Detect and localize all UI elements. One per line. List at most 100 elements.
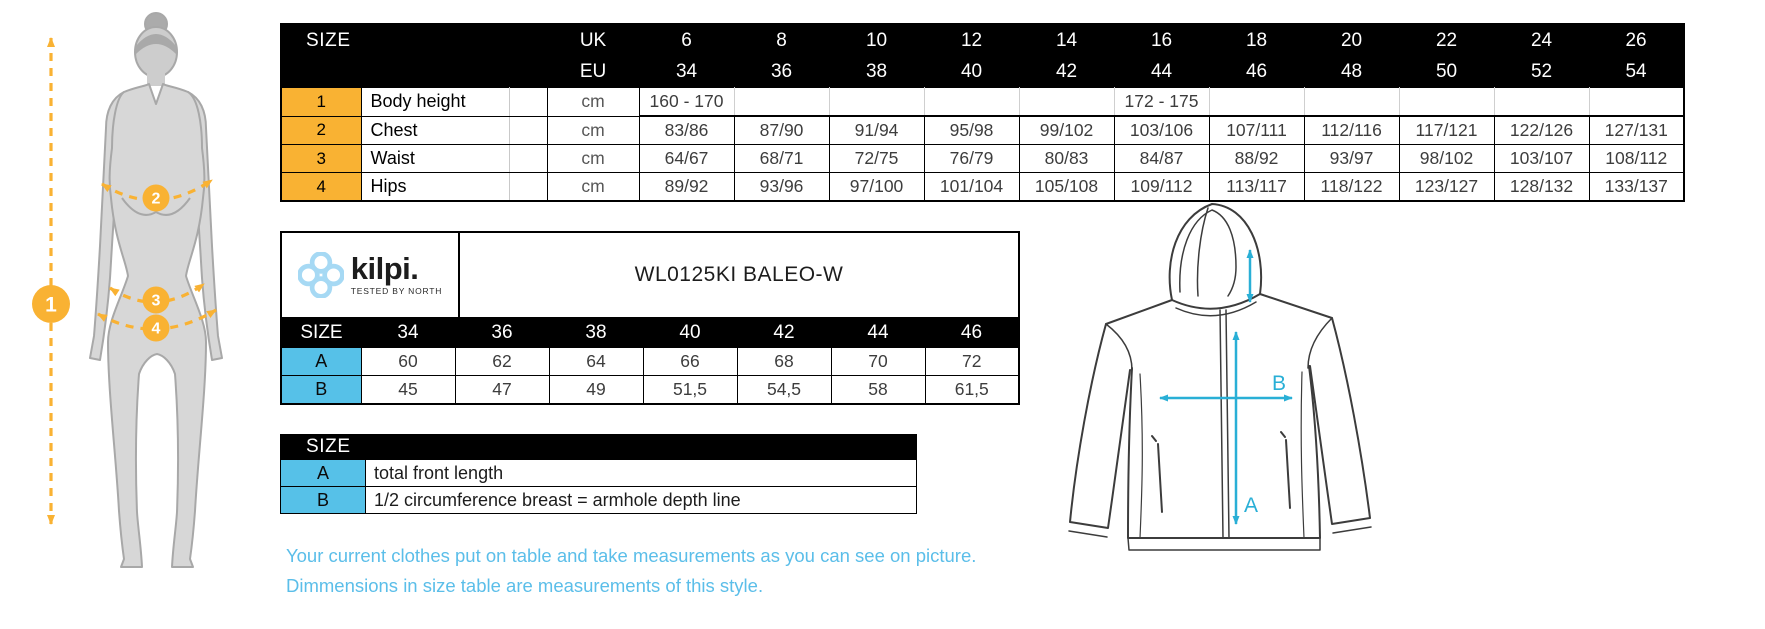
row-number: 4: [280, 172, 362, 202]
measurement-markers: 1 2 3 4: [32, 184, 170, 342]
value-cell: 123/127: [1398, 172, 1495, 202]
label-b: B: [1272, 372, 1286, 395]
value-cell: 97/100: [828, 172, 925, 202]
hood-opening: [1179, 209, 1237, 297]
row-label: Waist: [360, 144, 510, 173]
value-cell: 105/108: [1018, 172, 1115, 202]
legend-row-a: A total front length: [280, 460, 917, 487]
value-cell: 91/94: [828, 115, 925, 145]
value-cell: 172 - 175: [1113, 87, 1210, 117]
value-cell: 58: [830, 375, 926, 405]
marker-circle-4: [142, 314, 170, 342]
row-number: 2: [280, 115, 362, 145]
value-cell: 88/92: [1208, 144, 1305, 173]
body-measurement-figure: 1 2 3 4: [32, 12, 223, 568]
value-cell: [828, 87, 925, 117]
left-shoulder: [1105, 299, 1173, 325]
value-cell: 64/67: [638, 144, 735, 173]
size-header: 36: [455, 318, 549, 348]
left-pocket-zip: [1151, 435, 1163, 513]
uk-label: UK: [547, 24, 640, 56]
row-label: Hips: [360, 172, 510, 202]
label-a: A: [1244, 494, 1258, 517]
note-line-1: Your current clothes put on table and ta…: [286, 545, 977, 566]
uk-header-row: SIZE UK 6 8 10 12 14 16 18 20 22 24 26: [281, 24, 1685, 56]
value-cell: 98/102: [1398, 144, 1495, 173]
value-cell: 49: [548, 375, 644, 405]
value-cell: 112/116: [1303, 115, 1400, 145]
value-cell: 72/75: [828, 144, 925, 173]
uk-size: 14: [1019, 24, 1115, 56]
left-cuff: [1068, 530, 1108, 538]
brand-logo: kilpi. Tested by North: [282, 233, 460, 317]
legend-description: total front length: [374, 462, 504, 483]
size-header: 38: [549, 318, 643, 348]
value-cell: 84/87: [1113, 144, 1210, 173]
value-cell: 45: [360, 375, 456, 405]
legend-key: A: [281, 460, 366, 486]
bust-contour: [121, 197, 191, 216]
marker-circle-1: [32, 285, 70, 323]
eu-label: EU: [547, 56, 640, 88]
row-label-spacer: [508, 144, 548, 173]
marker-3-label: 3: [152, 293, 161, 310]
value-cell: 101/104: [923, 172, 1020, 202]
row-label-spacer: [508, 172, 548, 202]
value-cell: 68: [736, 347, 832, 376]
body-height-row: 1 Body height cm 160 - 170 172 - 175: [280, 87, 1685, 117]
brand-text: kilpi. Tested by North: [351, 253, 443, 296]
uk-size: 18: [1209, 24, 1305, 56]
eu-size: 52: [1494, 56, 1590, 88]
uk-size: 6: [639, 24, 735, 56]
size-header: 46: [925, 318, 1019, 348]
eu-size: 36: [734, 56, 830, 88]
marker-circle-2: [142, 184, 170, 212]
header-spacer: [281, 56, 548, 88]
hood-outline: [1168, 203, 1263, 301]
measurement-row-a: A 60 62 64 66 68 70 72: [280, 347, 1020, 376]
size-header: 40: [643, 318, 737, 348]
front-zipper: [1219, 309, 1230, 539]
value-cell: 66: [642, 347, 738, 376]
unit-cell: cm: [546, 144, 640, 173]
value-cell: 133/137: [1588, 172, 1685, 202]
left-sleeve: [1069, 323, 1131, 529]
waist-row: 3 Waist cm 64/67 68/71 72/75 76/79 80/83…: [280, 144, 1685, 173]
marker-circle-3: [142, 286, 170, 314]
size-header: 44: [831, 318, 925, 348]
product-size-table: kilpi. Tested by North WL0125KI BALEO-W …: [280, 231, 1020, 405]
value-cell: 128/132: [1493, 172, 1590, 202]
value-cell: 62: [454, 347, 550, 376]
eu-size: 48: [1304, 56, 1400, 88]
value-cell: 64: [548, 347, 644, 376]
eu-size: 44: [1114, 56, 1210, 88]
right-armhole-seam: [1307, 317, 1333, 369]
body-outline: [1127, 365, 1321, 539]
value-cell: 117/121: [1398, 115, 1495, 145]
value-cell: 70: [830, 347, 926, 376]
value-cell: 109/112: [1113, 172, 1210, 202]
value-cell: 107/111: [1208, 115, 1305, 145]
value-cell: 103/106: [1113, 115, 1210, 145]
right-pocket-zip: [1280, 431, 1291, 509]
uk-size: 12: [924, 24, 1020, 56]
right-sleeve: [1309, 317, 1371, 525]
value-cell: [1018, 87, 1115, 117]
value-cell: 93/97: [1303, 144, 1400, 173]
value-cell: 95/98: [923, 115, 1020, 145]
measurement-notes: Your current clothes put on table and ta…: [286, 541, 976, 601]
left-armhole-seam: [1105, 323, 1133, 371]
chest-row: 2 Chest cm 83/86 87/90 91/94 95/98 99/10…: [280, 115, 1685, 145]
jacket-illustration: B A: [1068, 203, 1372, 551]
body-size-table: SIZE UK 6 8 10 12 14 16 18 20 22 24 26 E…: [280, 23, 1686, 202]
row-key: B: [280, 375, 362, 405]
value-cell: 80/83: [1018, 144, 1115, 173]
size-header: 34: [361, 318, 455, 348]
uk-size: 20: [1304, 24, 1400, 56]
value-cell: 118/122: [1303, 172, 1400, 202]
product-name: WL0125KI BALEO-W: [634, 263, 844, 286]
eu-size: 50: [1399, 56, 1495, 88]
value-cell: 54,5: [736, 375, 832, 405]
row-key: A: [280, 347, 362, 376]
value-cell: 51,5: [642, 375, 738, 405]
